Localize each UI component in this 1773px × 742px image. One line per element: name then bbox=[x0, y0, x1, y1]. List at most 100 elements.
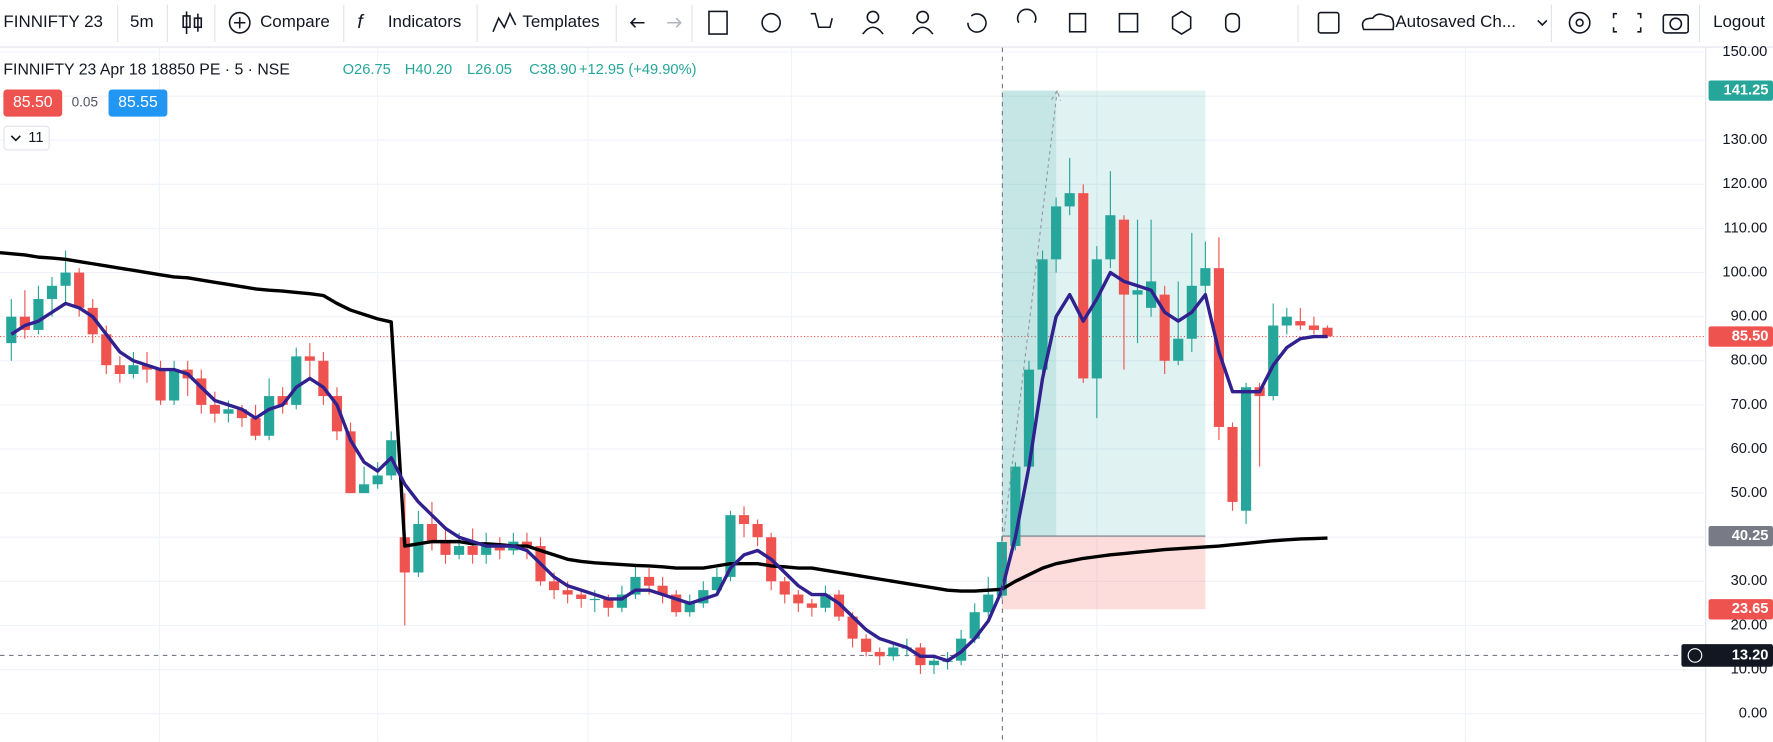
candle-body bbox=[1118, 219, 1130, 295]
price-labels: 0.0010.0020.0030.0040.0050.0060.0070.008… bbox=[1681, 44, 1773, 722]
candle-body bbox=[399, 537, 410, 573]
indicators-button[interactable]: Indicators bbox=[388, 12, 462, 31]
candle-body bbox=[521, 541, 533, 547]
candle-body bbox=[101, 334, 112, 366]
legend-open: O26.75 bbox=[343, 62, 391, 78]
candle-body bbox=[725, 515, 736, 577]
candle-body bbox=[1105, 215, 1116, 260]
candle-body bbox=[1322, 327, 1333, 337]
stop-label-bg bbox=[1708, 599, 1773, 620]
candle-body bbox=[1023, 369, 1035, 467]
entry-label-bg bbox=[1708, 525, 1773, 547]
stop-label: 23.65 bbox=[1732, 601, 1769, 617]
candle-body bbox=[345, 431, 356, 494]
sell-price[interactable]: 85.50 bbox=[13, 94, 53, 111]
candle-body bbox=[643, 576, 655, 586]
candle-body bbox=[671, 594, 682, 613]
candle-body bbox=[33, 299, 44, 330]
candle-body bbox=[291, 356, 302, 405]
target-arrow bbox=[1003, 89, 1062, 532]
target-label-bg bbox=[1708, 80, 1773, 101]
candle-body bbox=[169, 369, 180, 401]
indicator-count: 11 bbox=[28, 130, 43, 146]
candle-body bbox=[1091, 259, 1102, 379]
indicators-icon[interactable]: f bbox=[357, 12, 364, 33]
candle-body bbox=[657, 585, 668, 595]
candle-body bbox=[562, 590, 573, 595]
plot bbox=[0, 157, 1333, 674]
legend-high: H40.20 bbox=[405, 62, 452, 78]
symbol-button[interactable]: FINNIFTY 23 bbox=[3, 12, 103, 31]
candle-body bbox=[19, 316, 30, 330]
candle-body bbox=[874, 651, 885, 657]
candle-body bbox=[494, 546, 505, 551]
candle-body bbox=[793, 594, 804, 604]
candle-body bbox=[589, 598, 600, 601]
y-tick-label: 100.00 bbox=[1722, 264, 1767, 280]
templates-button[interactable]: Templates bbox=[522, 12, 599, 31]
candle-body bbox=[603, 598, 614, 608]
candle-body bbox=[453, 546, 465, 555]
candle-body bbox=[1173, 338, 1184, 361]
redo-icon bbox=[667, 17, 682, 28]
candle-body bbox=[6, 316, 17, 344]
candle-body bbox=[440, 541, 451, 555]
candle-body bbox=[223, 409, 234, 414]
chart-type-icon[interactable] bbox=[182, 11, 203, 35]
indicator-line bbox=[0, 251, 1328, 593]
candle-body bbox=[236, 409, 248, 419]
collapse-button[interactable] bbox=[3, 125, 50, 151]
candle-body bbox=[264, 396, 275, 436]
y-tick-label: 30.00 bbox=[1731, 573, 1768, 589]
candle-body bbox=[684, 603, 695, 613]
candle-body bbox=[806, 603, 817, 608]
y-tick-label: 70.00 bbox=[1731, 397, 1768, 413]
last-price-label-bg bbox=[1708, 326, 1773, 347]
candle-body bbox=[60, 272, 71, 286]
candle-body bbox=[1078, 193, 1089, 379]
candle-body bbox=[304, 356, 315, 361]
candle-body bbox=[372, 475, 383, 485]
candle-body bbox=[698, 590, 709, 604]
y-tick-label: 90.00 bbox=[1731, 309, 1768, 325]
candle-body bbox=[616, 594, 627, 608]
compare-button[interactable]: Compare bbox=[260, 12, 330, 31]
candle-body bbox=[1010, 466, 1021, 547]
toolbar-separators bbox=[117, 4, 1701, 42]
entry-label: 40.25 bbox=[1732, 528, 1769, 544]
candle-body bbox=[1308, 325, 1320, 330]
candle-body bbox=[820, 594, 831, 608]
candle-body bbox=[1268, 325, 1279, 397]
collapse-chevron bbox=[10, 135, 21, 142]
grid bbox=[0, 51, 1706, 715]
compare-icon[interactable] bbox=[228, 11, 251, 34]
logout-button[interactable]: Logout bbox=[1713, 12, 1765, 31]
templates-icon[interactable] bbox=[492, 11, 517, 33]
tool-icons[interactable] bbox=[708, 8, 1689, 35]
candle-body bbox=[1037, 259, 1048, 370]
legend-ohlc: O26.75 H40.20 L26.05 C38.90 +12.95 (+49.… bbox=[343, 62, 697, 78]
candle-body bbox=[196, 378, 207, 405]
add-alert-icon bbox=[1687, 648, 1703, 663]
candle-body bbox=[426, 523, 438, 542]
candle-body bbox=[467, 546, 478, 555]
candle-body bbox=[74, 272, 85, 308]
buy-price[interactable]: 85.55 bbox=[118, 94, 158, 111]
layout-button[interactable]: Autosaved Ch... bbox=[1395, 12, 1516, 31]
legend-change: +12.95 (+49.90%) bbox=[579, 62, 697, 78]
undo-icon[interactable] bbox=[629, 17, 645, 28]
y-tick-label: 120.00 bbox=[1722, 176, 1767, 192]
candle-body bbox=[359, 484, 370, 494]
interval-button[interactable]: 5m bbox=[130, 12, 154, 31]
candle-body bbox=[548, 581, 560, 591]
sell-button[interactable] bbox=[3, 89, 63, 117]
candle-body bbox=[1146, 281, 1157, 308]
y-tick-label: 110.00 bbox=[1724, 220, 1768, 236]
candle-body bbox=[576, 594, 587, 599]
buy-button[interactable] bbox=[108, 89, 168, 117]
candle-body bbox=[888, 647, 899, 657]
candle-body bbox=[331, 396, 343, 432]
candle-body bbox=[779, 581, 790, 595]
candle-body bbox=[209, 404, 220, 414]
